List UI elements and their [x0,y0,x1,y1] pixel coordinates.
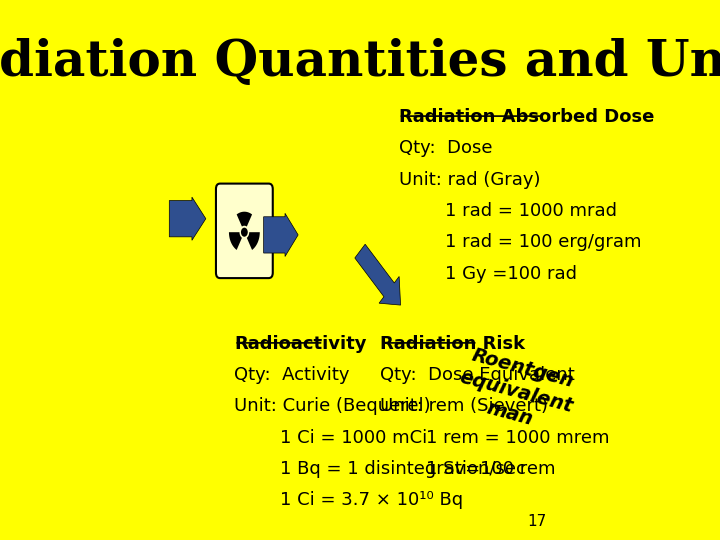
Text: 17: 17 [527,514,546,529]
FancyBboxPatch shape [216,184,273,278]
Polygon shape [237,212,252,227]
Text: Roentgen
equivalent
man: Roentgen equivalent man [451,345,581,438]
Polygon shape [247,232,260,250]
Polygon shape [264,213,298,256]
Text: Radiation Risk: Radiation Risk [380,335,526,353]
Text: 1 rad = 1000 mrad: 1 rad = 1000 mrad [399,202,616,220]
Polygon shape [355,244,400,305]
Circle shape [241,228,248,237]
Text: 1 rad = 100 erg/gram: 1 rad = 100 erg/gram [399,233,641,251]
Text: 1 Ci = 1000 mCi: 1 Ci = 1000 mCi [234,429,428,447]
Text: Unit: Curie (Bequerel): Unit: Curie (Bequerel) [234,397,431,415]
Text: Radiation Absorbed Dose: Radiation Absorbed Dose [399,108,654,126]
Polygon shape [169,197,206,240]
Text: Qty:  Activity: Qty: Activity [234,366,350,384]
Text: 1 rem = 1000 mrem: 1 rem = 1000 mrem [380,429,610,447]
Text: 1 Bq = 1 disintegration/sec: 1 Bq = 1 disintegration/sec [234,460,526,478]
Text: 1 Sv=100 rem: 1 Sv=100 rem [380,460,556,478]
Text: 1 Gy =100 rad: 1 Gy =100 rad [399,265,577,282]
Text: Qty:  Dose: Qty: Dose [399,139,492,157]
Text: Radioactivity: Radioactivity [234,335,366,353]
Text: Qty:  Dose Equivalent: Qty: Dose Equivalent [380,366,575,384]
Text: 1 Ci = 3.7 × 10¹⁰ Bq: 1 Ci = 3.7 × 10¹⁰ Bq [234,491,464,509]
Text: Radiation Quantities and Units: Radiation Quantities and Units [0,38,720,87]
Polygon shape [229,232,242,250]
Text: Unit: rad (Gray): Unit: rad (Gray) [399,171,540,188]
Text: Unit: rem (Sievert): Unit: rem (Sievert) [380,397,549,415]
